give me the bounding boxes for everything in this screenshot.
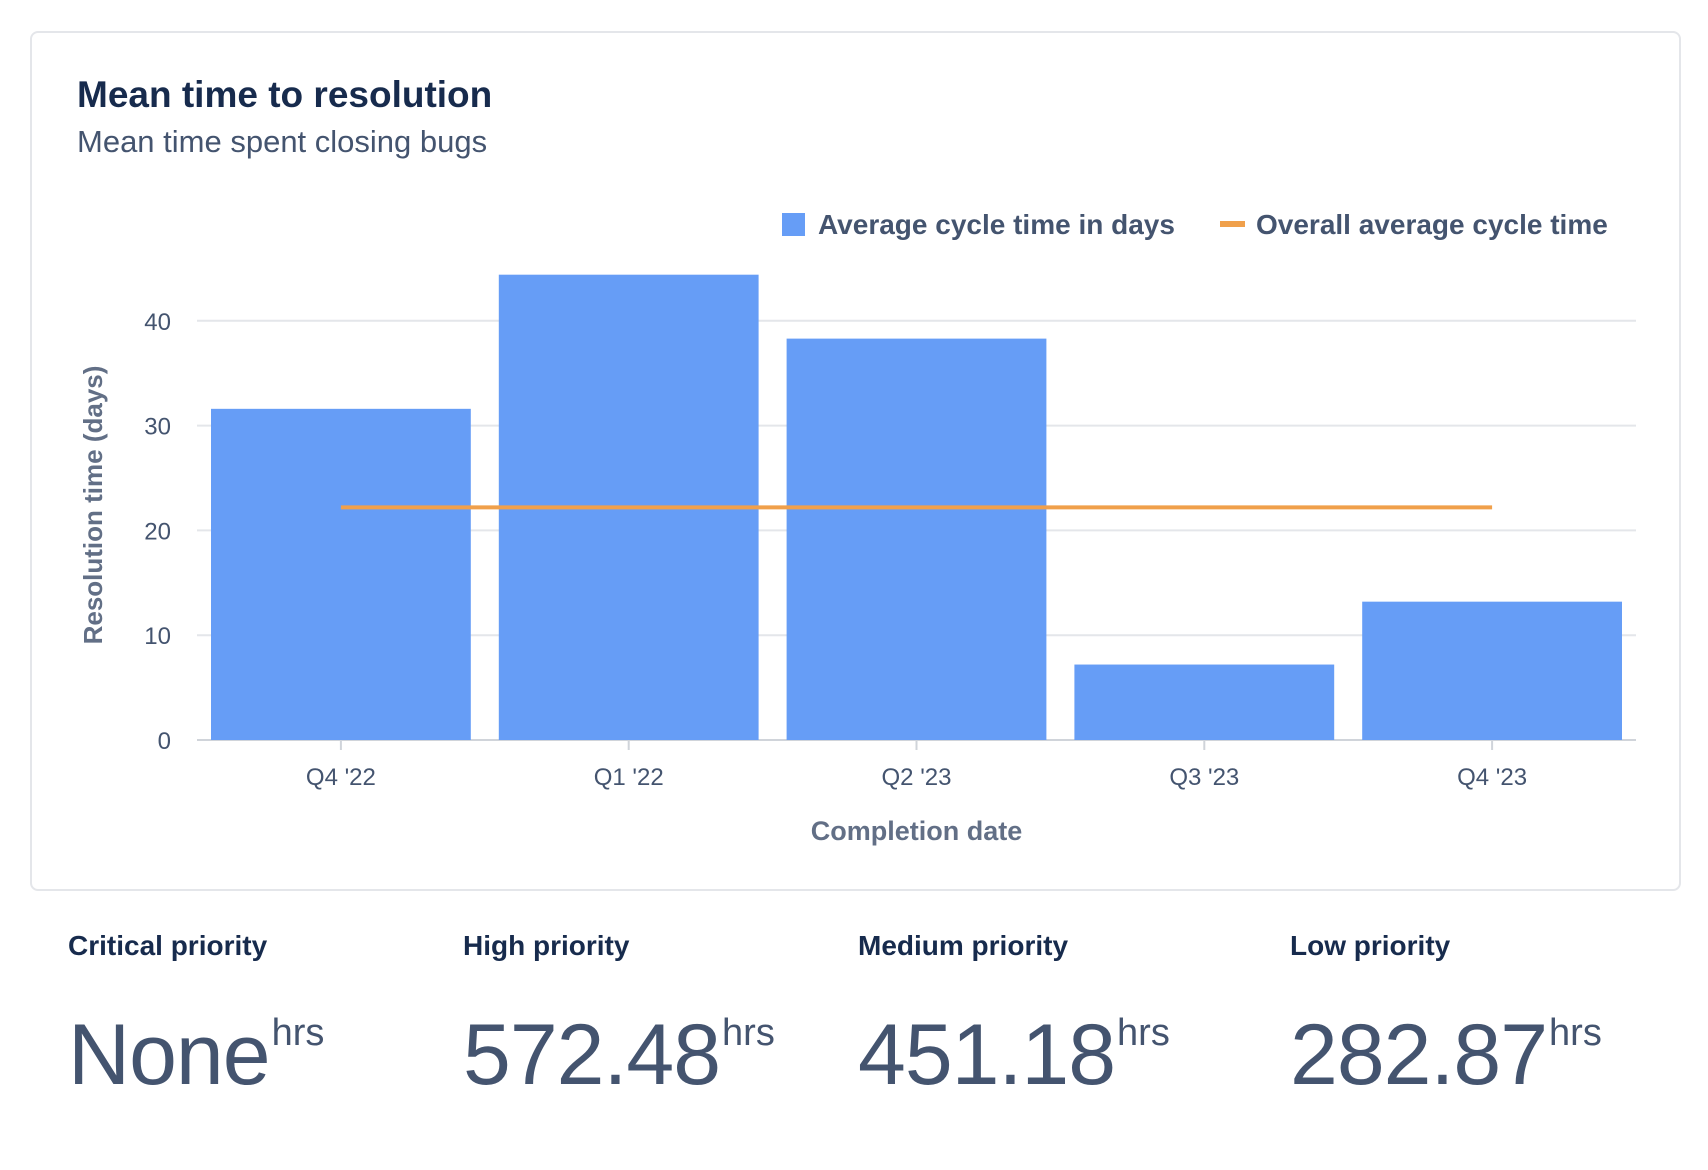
stat-low: Low priority 282.87hrs [1290,930,1602,1105]
bar [1074,664,1335,740]
legend-label: Average cycle time in days [818,209,1175,240]
bar-chart: 0 10 20 30 40 Q4 '22 Q1 '22 Q2 '23 Q3 '23 Q4 '23 C… [78,209,1636,846]
y-tick-label: 20 [144,518,171,545]
x-tick-label: Q3 '23 [1169,764,1239,791]
y-axis-title: Resolution time (days) [78,366,108,645]
stat-critical: Critical priority Nonehrs [68,930,324,1105]
x-axis-title: Completion date [811,816,1023,846]
legend-swatch-bar [782,213,805,236]
stat-label: Low priority [1290,930,1451,961]
x-tick-label: Q2 '23 [882,764,952,791]
stat-label: Critical priority [68,930,268,961]
y-tick-label: 0 [158,728,171,755]
stat-label: Medium priority [858,930,1069,961]
stat-unit: hrs [271,1012,325,1054]
y-tick-label: 40 [144,309,171,336]
stat-value: 451.18 [858,1007,1116,1103]
stat-unit: hrs [1117,1012,1170,1054]
stat-value: 282.87 [1290,1007,1548,1103]
x-tick-label: Q4 '23 [1457,764,1527,791]
y-tick-label: 10 [144,623,171,650]
chart-title: Mean time to resolution [77,74,493,115]
chart-subtitle: Mean time spent closing bugs [77,124,488,159]
x-tick-label: Q4 '22 [306,764,376,791]
stat-value: 572.48 [463,1007,721,1103]
legend-swatch-line [1220,221,1245,227]
stat-unit: hrs [1549,1012,1602,1054]
x-tick-label: Q1 '22 [594,764,664,791]
stat-medium: Medium priority 451.18hrs [858,930,1170,1105]
bar [211,408,471,740]
y-tick-label: 30 [144,414,171,441]
stat-label: High priority [463,930,630,961]
bar [786,338,1047,740]
stat-high: High priority 572.48hrs [463,930,775,1105]
bar [1362,601,1622,740]
stat-unit: hrs [722,1012,775,1054]
legend-label: Overall average cycle time [1256,209,1608,240]
stat-value: None [68,1007,271,1103]
chart-card [30,31,1681,891]
